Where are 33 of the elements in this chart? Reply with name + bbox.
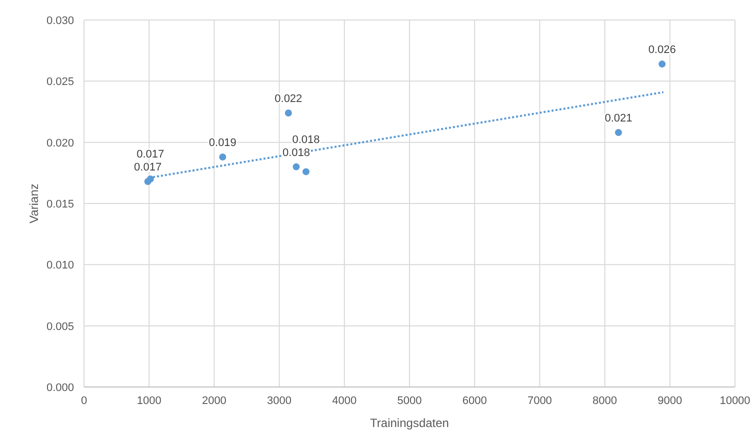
x-tick-label: 10000 [720,395,750,407]
x-tick-label: 5000 [397,395,422,407]
data-label: 0.021 [604,112,632,125]
x-tick-label: 8000 [592,395,618,407]
data-label: 0.017 [134,161,162,174]
data-label: 0.026 [648,44,676,56]
y-tick-label: 0.030 [46,15,74,27]
x-tick-label: 0 [80,395,88,407]
y-tick-label: 0.020 [46,137,74,150]
data-label: 0.018 [292,134,320,146]
y-tick-label: 0.005 [46,320,74,333]
x-tick-label: 3000 [267,395,292,407]
x-tick-label: 2000 [202,395,226,407]
data-label: 0.022 [274,92,302,105]
point [658,60,666,68]
y-axis-title: Varianz [27,184,41,224]
y-tick-label: 0.025 [46,76,74,88]
x-axis-title: Trainingsdaten [370,416,449,430]
x-tick-label: 9000 [658,395,682,407]
point [284,109,292,116]
x-tick-label: 1000 [136,395,162,407]
point [614,129,622,136]
data-label: 0.017 [136,148,164,160]
x-tick-label: 7000 [527,395,552,407]
data-label: 0.019 [208,137,236,150]
x-tick-label: 6000 [462,395,487,407]
y-tick-label: 0.015 [46,198,74,210]
y-tick-label: 0.000 [46,382,74,394]
point [219,154,226,161]
y-tick-label: 0.010 [46,260,74,272]
point [302,168,310,176]
x-tick-label: 4000 [332,395,357,407]
point [292,163,300,170]
